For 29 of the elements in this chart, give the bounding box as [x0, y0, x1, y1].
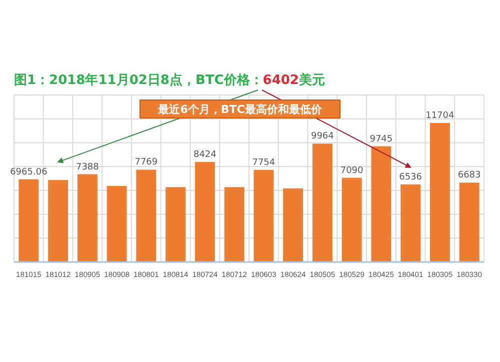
data-label: 9745: [370, 134, 393, 144]
data-label: 7769: [134, 158, 158, 168]
bar: [48, 180, 68, 262]
chart-title: 图1：2018年11月02日8点，BTC价格：6402美元: [14, 72, 325, 88]
data-label: 9964: [310, 132, 334, 142]
data-label: 7388: [76, 162, 100, 172]
bar: [400, 184, 421, 262]
data-label: 7754: [252, 158, 276, 168]
bar: [18, 179, 39, 262]
bar: [136, 170, 156, 262]
data-label: 6965.06: [10, 167, 48, 178]
bar: [312, 144, 332, 262]
bar: [430, 123, 450, 262]
bar: [194, 162, 215, 262]
bar: [459, 182, 480, 262]
data-label: 6683: [458, 170, 481, 181]
bar: [371, 146, 392, 262]
data-label: 7090: [340, 166, 364, 176]
bar: [77, 174, 98, 262]
bar: [254, 170, 274, 262]
text: 最近6个月，BTC最高价和最低价: [157, 103, 323, 116]
data-label: 11704: [426, 111, 455, 121]
data-label: 8424: [193, 150, 217, 160]
data-label: 6536: [399, 172, 422, 182]
bar: [166, 187, 186, 262]
bar: [283, 188, 304, 262]
bar: [106, 186, 127, 262]
bar: [342, 178, 362, 262]
bar: [224, 187, 244, 262]
